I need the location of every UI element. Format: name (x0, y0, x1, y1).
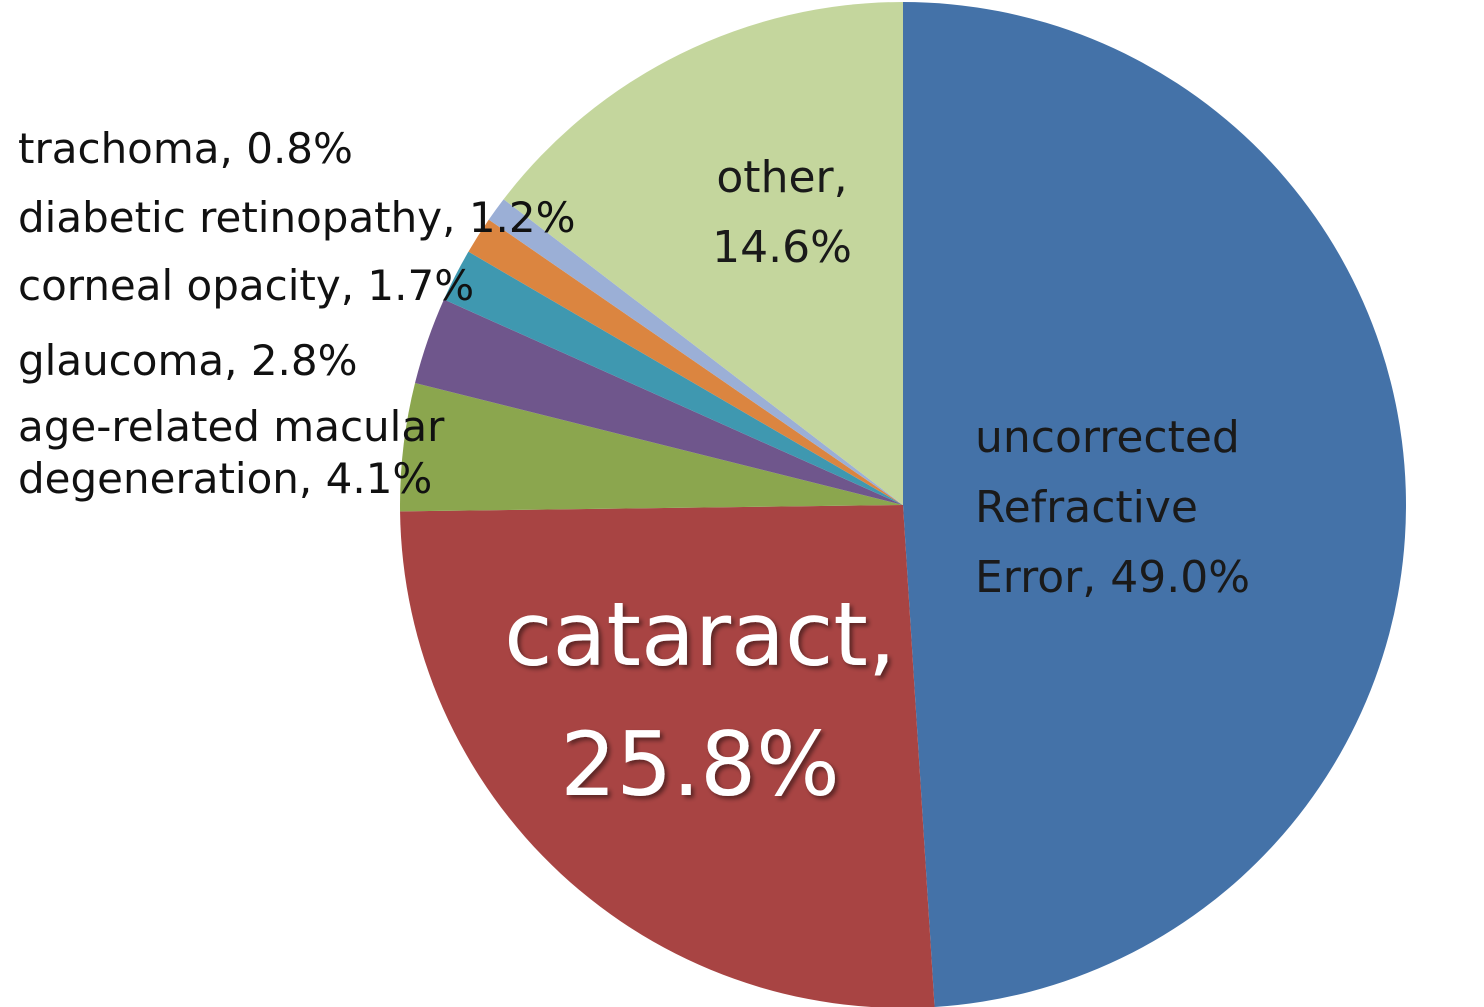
pie-slice-trachoma (488, 199, 903, 505)
pie-label-line: 25.8% (560, 713, 840, 816)
pie-labels: uncorrected Refractive Error, 49.0% catarac… (18, 124, 1250, 816)
pie-label-line: Refractive (975, 482, 1198, 533)
pie-label-line: age-related macular (18, 402, 445, 451)
pie-label-age-related-macular-degeneration: age-related macular degeneration, 4.1% (18, 402, 445, 503)
pie-label-line: degeneration, 4.1% (18, 454, 432, 503)
pie-label-line: corneal opacity, 1.7% (18, 261, 474, 310)
pie-label-trachoma: trachoma, 0.8% (18, 124, 353, 173)
pie-label-line: uncorrected (975, 412, 1240, 463)
pie-label-line: trachoma, 0.8% (18, 124, 353, 173)
pie-label-uncorrected-refractive-error: uncorrected Refractive Error, 49.0% (975, 412, 1250, 603)
pie-label-line: other, (716, 152, 847, 203)
pie-label-line: cataract, (504, 583, 896, 686)
pie-label-other: other, 14.6% (712, 152, 852, 273)
pie-label-glaucoma: glaucoma, 2.8% (18, 336, 358, 385)
pie-slice-glaucoma (415, 299, 903, 505)
pie-slice-other (503, 1, 903, 505)
pie-slice-corneal-opacity (443, 251, 903, 505)
pie-label-line: 14.6% (712, 222, 852, 273)
pie-label-cataract: cataract, 25.8% (504, 583, 896, 816)
pie-label-line: Error, 49.0% (975, 552, 1250, 603)
pie-slice-age-related-macular-degeneration (400, 382, 903, 512)
pie-label-corneal-opacity: corneal opacity, 1.7% (18, 261, 474, 310)
pie-slice-diabetic-retinopathy (468, 219, 903, 506)
pie-label-diabetic-retinopathy: diabetic retinopathy, 1.2% (18, 193, 576, 242)
pie-slices (400, 1, 1406, 1007)
pie-slice-uncorrected-refractive-error (903, 2, 1406, 1007)
pie-label-line: diabetic retinopathy, 1.2% (18, 193, 576, 242)
pie-label-line: glaucoma, 2.8% (18, 336, 358, 385)
pie-slice-cataract (400, 505, 935, 1007)
